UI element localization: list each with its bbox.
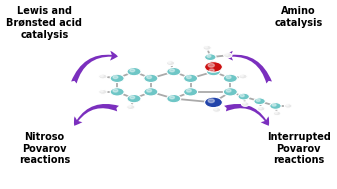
Circle shape <box>213 107 221 112</box>
Circle shape <box>167 94 181 103</box>
Circle shape <box>205 97 222 108</box>
Circle shape <box>207 55 211 57</box>
Circle shape <box>214 108 217 110</box>
Circle shape <box>205 46 208 48</box>
Circle shape <box>168 62 171 63</box>
Circle shape <box>223 74 237 82</box>
Circle shape <box>100 75 103 77</box>
Circle shape <box>238 93 249 100</box>
Text: Lewis and
Brønsted acid
catalysis: Lewis and Brønsted acid catalysis <box>6 6 82 40</box>
Text: Nitroso
Povarov
reactions: Nitroso Povarov reactions <box>19 132 70 165</box>
Circle shape <box>270 103 281 109</box>
Circle shape <box>239 74 247 79</box>
Circle shape <box>184 88 197 96</box>
Circle shape <box>286 105 288 106</box>
Circle shape <box>241 75 243 77</box>
Circle shape <box>147 89 152 92</box>
Circle shape <box>243 103 246 104</box>
Circle shape <box>259 107 262 109</box>
Circle shape <box>186 76 191 79</box>
Circle shape <box>130 96 135 99</box>
Circle shape <box>273 111 281 116</box>
Circle shape <box>170 96 175 99</box>
Circle shape <box>184 74 197 82</box>
Circle shape <box>272 104 276 106</box>
Circle shape <box>110 74 124 82</box>
Circle shape <box>127 105 135 109</box>
Circle shape <box>284 104 292 108</box>
Circle shape <box>226 89 231 92</box>
Circle shape <box>275 112 277 114</box>
Circle shape <box>208 99 214 103</box>
Circle shape <box>209 69 214 72</box>
Circle shape <box>144 74 158 82</box>
Circle shape <box>226 76 231 79</box>
Circle shape <box>113 76 118 79</box>
Circle shape <box>167 67 181 76</box>
Circle shape <box>225 54 228 55</box>
Text: Interrupted
Povarov
reactions: Interrupted Povarov reactions <box>267 132 331 165</box>
Circle shape <box>207 67 220 76</box>
Circle shape <box>110 88 124 96</box>
Circle shape <box>99 74 107 79</box>
Circle shape <box>170 69 175 72</box>
Circle shape <box>205 54 216 60</box>
Circle shape <box>130 69 135 72</box>
Circle shape <box>186 89 191 92</box>
Circle shape <box>127 67 141 76</box>
Circle shape <box>205 62 222 72</box>
Circle shape <box>254 98 265 105</box>
Circle shape <box>147 76 152 79</box>
Circle shape <box>203 45 211 50</box>
Circle shape <box>127 94 141 103</box>
Circle shape <box>166 61 175 66</box>
Circle shape <box>242 102 249 106</box>
Circle shape <box>100 90 103 92</box>
Circle shape <box>128 105 131 107</box>
Circle shape <box>256 99 260 101</box>
Text: Amino
catalysis: Amino catalysis <box>275 6 323 28</box>
Circle shape <box>144 88 158 96</box>
Circle shape <box>223 88 237 96</box>
Circle shape <box>99 89 107 94</box>
Circle shape <box>240 94 244 97</box>
Circle shape <box>224 53 232 58</box>
Circle shape <box>113 89 118 92</box>
Circle shape <box>208 64 214 67</box>
Circle shape <box>257 107 265 111</box>
